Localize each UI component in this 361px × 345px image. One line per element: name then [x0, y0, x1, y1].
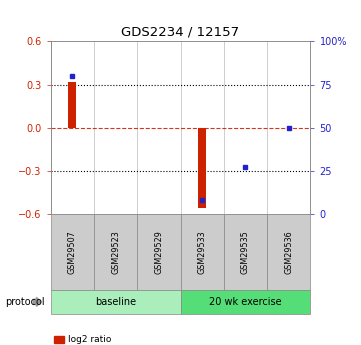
Text: GSM29507: GSM29507 — [68, 230, 77, 274]
Text: GSM29529: GSM29529 — [155, 230, 163, 274]
Bar — [198, 128, 206, 208]
Text: baseline: baseline — [95, 297, 136, 307]
Text: GSM29535: GSM29535 — [241, 230, 250, 274]
Text: GSM29536: GSM29536 — [284, 230, 293, 274]
Text: log2 ratio: log2 ratio — [68, 335, 111, 344]
Text: GSM29523: GSM29523 — [111, 230, 120, 274]
Title: GDS2234 / 12157: GDS2234 / 12157 — [121, 26, 240, 39]
Text: 20 wk exercise: 20 wk exercise — [209, 297, 282, 307]
Text: protocol: protocol — [5, 297, 45, 307]
Bar — [68, 82, 76, 128]
Text: GSM29533: GSM29533 — [198, 230, 206, 274]
